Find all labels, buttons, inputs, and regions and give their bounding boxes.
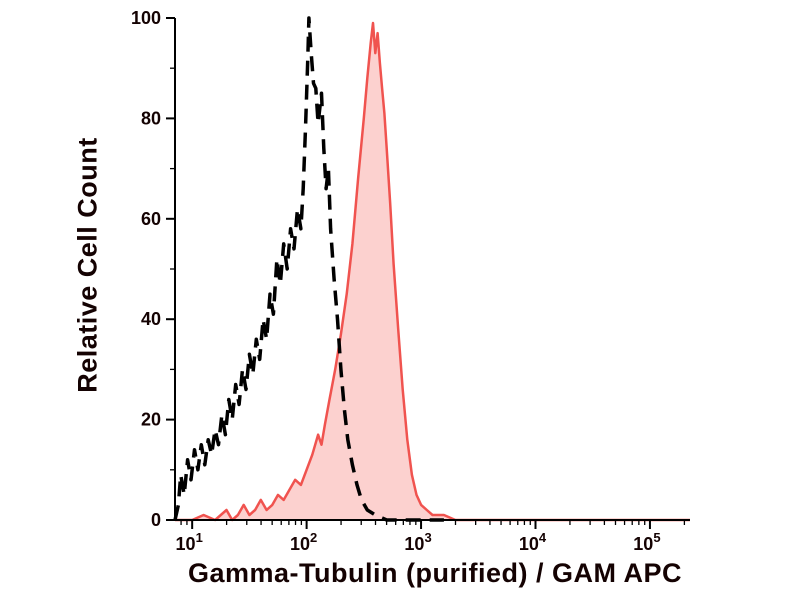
x-tick-label: 104 (519, 530, 547, 554)
y-tick-label: 20 (141, 410, 161, 430)
y-tick-label: 100 (131, 8, 161, 28)
sample-curve-stroke (175, 21, 690, 522)
sample-curve-fill (175, 23, 690, 520)
x-axis-title: Gamma-Tubulin (purified) / GAM APC (188, 558, 682, 588)
control-curve-dashed (173, 16, 444, 522)
y-tick-label: 0 (151, 510, 161, 530)
x-tick-label: 105 (633, 530, 660, 554)
x-tick-label: 101 (176, 530, 203, 554)
y-tick-label: 80 (141, 108, 161, 128)
y-axis-title: Relative Cell Count (72, 137, 103, 393)
x-tick-label: 103 (404, 530, 431, 554)
x-tick-label: 102 (290, 530, 317, 554)
y-tick-label: 40 (141, 309, 161, 329)
y-tick-label: 60 (141, 209, 161, 229)
